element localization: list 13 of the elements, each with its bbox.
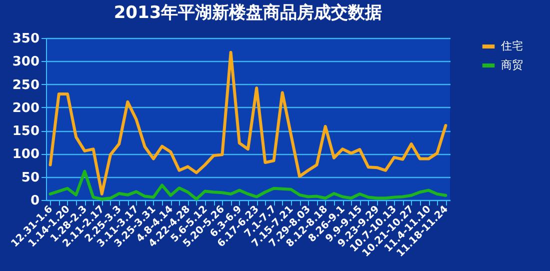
line-series [48, 50, 448, 196]
y-tick-label: 0 [30, 194, 40, 208]
y-tick-label: 250 [12, 78, 40, 93]
y-tick-label: 50 [21, 170, 40, 186]
legend-label: 商贸 [501, 58, 523, 72]
legend-label: 住宅 [501, 40, 523, 52]
chart-title: 2013年平湖新楼盘商品房成交数据 [114, 3, 382, 23]
y-tick-label: 200 [12, 100, 40, 116]
y-tick-label: 150 [12, 124, 40, 140]
line-series [48, 170, 448, 201]
y-tick-label: 100 [12, 147, 40, 162]
y-tick-label: 300 [12, 54, 40, 70]
y-tick-label: 350 [12, 32, 40, 46]
